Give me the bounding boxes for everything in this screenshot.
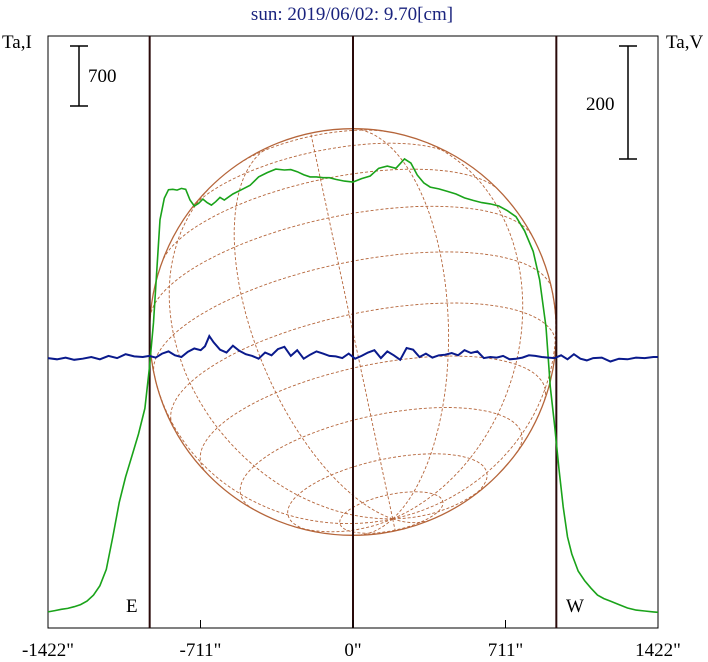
west-label: W <box>566 596 584 617</box>
x-tick-label: 711" <box>488 640 524 661</box>
latitude-line <box>239 407 523 510</box>
left-axis-label: Ta,I <box>2 32 32 53</box>
right-scale-label: 200 <box>586 94 615 115</box>
longitude-line <box>352 128 450 520</box>
x-tick-label: -1422" <box>22 640 74 661</box>
chart-title: sun: 2019/06/02: 9.70[cm] <box>251 4 453 25</box>
longitude-line <box>392 518 396 531</box>
x-tick-label: 1422" <box>635 640 681 661</box>
latitude-line <box>191 142 450 208</box>
longitude-line <box>168 188 393 520</box>
latitude-line <box>163 168 497 259</box>
right-scale-bar <box>619 45 637 160</box>
x-tick-label: -711" <box>180 640 222 661</box>
latitude-line <box>199 355 546 474</box>
series-stokes-i-line <box>47 157 659 614</box>
right-axis-label: Ta,V <box>666 32 703 53</box>
left-scale-label: 700 <box>88 66 117 87</box>
left-scale-bar <box>70 45 88 107</box>
x-tick-label: 0" <box>344 640 361 661</box>
longitude-line <box>358 518 393 536</box>
longitude-line <box>310 133 394 519</box>
longitude-line <box>233 145 393 520</box>
limb-lines <box>148 36 558 628</box>
longitude-line <box>153 374 393 525</box>
latitude-line <box>170 302 557 425</box>
east-label: E <box>126 596 138 617</box>
latitude-line <box>149 205 533 318</box>
longitude-line <box>392 289 557 520</box>
series-stokes-v-line <box>47 334 658 363</box>
x-axis-ticks: -1422" -711" 0" 711" 1422" <box>22 620 681 661</box>
longitude-line <box>392 481 491 520</box>
longitude-line <box>392 141 524 520</box>
longitude-line <box>392 518 431 524</box>
